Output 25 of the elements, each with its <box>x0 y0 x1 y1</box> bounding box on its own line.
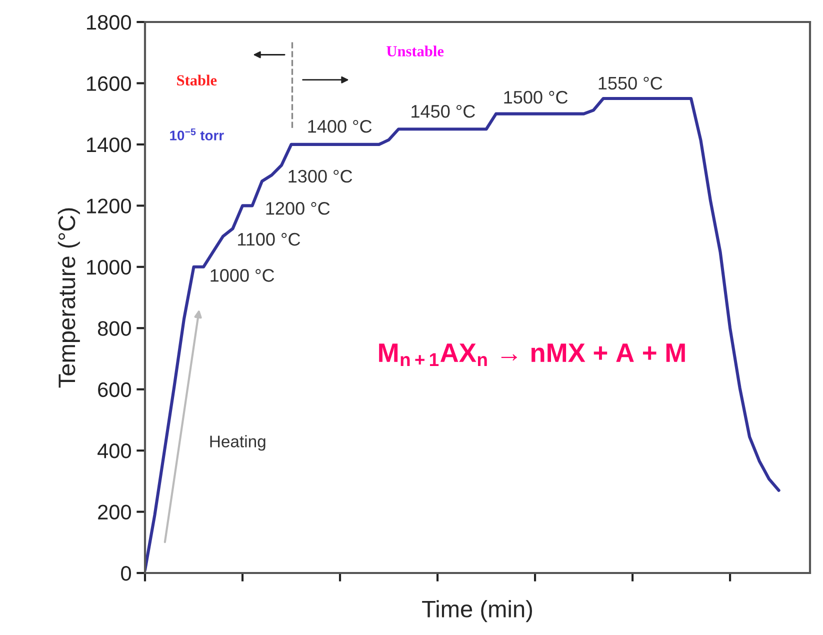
annotation: M$_{n+1}$AX$_{n}$ → nMX + A + M <box>379 344 685 366</box>
y-tick-label: 800 <box>98 321 131 336</box>
annotation: Stable <box>177 74 217 86</box>
annotation: 1000 °C <box>210 269 274 282</box>
y-axis-title: Temperature (°C) <box>58 208 80 388</box>
y-tick-label: 1800 <box>87 15 131 30</box>
y-tick-label: 1600 <box>87 76 131 91</box>
annotation: 1450 °C <box>412 104 475 118</box>
annotation: 10$^{−5}$ torr <box>170 128 224 140</box>
x-axis-title: Time (min) <box>422 600 532 622</box>
y-tick-label: 1000 <box>87 260 131 275</box>
y-tick-label: 1200 <box>87 198 131 214</box>
annotation: 1400 °C <box>308 120 372 133</box>
annotation: Unstable <box>386 46 444 56</box>
annotation: 1500 °C <box>504 90 568 104</box>
y-tick-label: 0 <box>121 566 131 581</box>
annotation: 1300 °C <box>288 170 352 183</box>
y-tick-label: 600 <box>98 382 131 398</box>
y-tick-label: 1400 <box>87 137 131 152</box>
y-tick-label: 400 <box>98 444 131 458</box>
annotation: Heating <box>210 435 266 451</box>
annotation: 1200 °C <box>266 202 330 215</box>
y-tick-label: 200 <box>98 504 131 520</box>
annotation: 1100 °C <box>238 232 300 246</box>
annotation: 1550 °C <box>598 76 662 90</box>
